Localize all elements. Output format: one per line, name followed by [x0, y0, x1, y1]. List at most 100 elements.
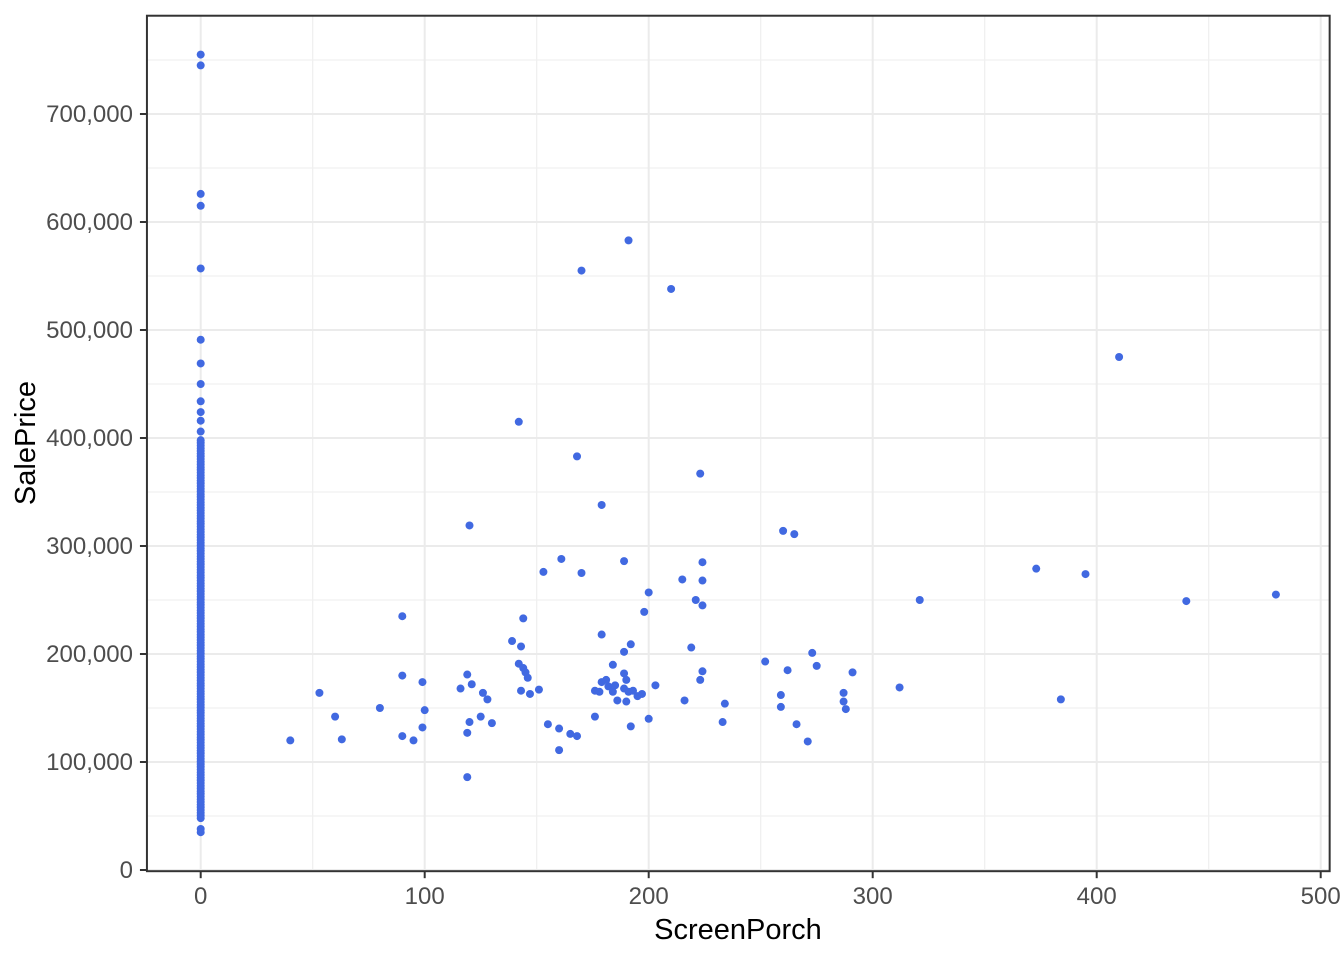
data-point [595, 687, 604, 696]
grid-major [146, 15, 1330, 872]
data-point [196, 201, 205, 210]
data-point [196, 50, 205, 59]
grid-minor [146, 15, 1330, 872]
data-point [517, 686, 526, 695]
data-point [196, 427, 205, 436]
x-tick-label: 500 [1301, 883, 1341, 910]
data-point [779, 526, 788, 535]
data-point [196, 408, 205, 417]
data-point [463, 773, 472, 782]
data-points [196, 50, 1280, 837]
data-point [487, 719, 496, 728]
data-point [577, 569, 586, 577]
data-point [196, 359, 205, 368]
data-point [1081, 570, 1090, 579]
data-point [456, 684, 465, 693]
data-point [915, 596, 924, 604]
data-point [678, 575, 687, 584]
data-point [698, 576, 707, 585]
data-point [624, 236, 633, 245]
data-point [698, 558, 707, 567]
data-point [776, 702, 785, 711]
y-tick-label: 100,000 [46, 749, 133, 776]
data-point [637, 689, 646, 698]
data-point [566, 729, 575, 738]
data-point [555, 746, 564, 755]
data-point [539, 567, 548, 576]
data-point [644, 714, 653, 723]
data-point [608, 660, 617, 669]
data-point [696, 675, 705, 684]
data-point [698, 667, 707, 676]
y-tick-label: 400,000 [46, 425, 133, 452]
data-point [620, 669, 629, 678]
data-point [196, 416, 205, 425]
data-point [196, 380, 205, 388]
data-point [667, 284, 676, 293]
data-point [597, 500, 606, 509]
data-point [525, 689, 534, 698]
data-point [783, 666, 792, 675]
data-point [463, 728, 472, 737]
data-point [508, 637, 517, 646]
data-point [196, 189, 205, 198]
data-point [514, 417, 523, 426]
data-point [420, 706, 429, 715]
data-point [611, 681, 620, 690]
data-point [337, 735, 346, 744]
panel-border [145, 14, 1331, 873]
data-point [620, 557, 629, 566]
data-point [604, 682, 613, 691]
y-tick-label: 200,000 [46, 641, 133, 668]
x-tick-label: 100 [405, 883, 445, 910]
data-point [534, 685, 543, 694]
data-point [839, 697, 848, 706]
data-point [761, 657, 770, 666]
data-point [803, 737, 812, 746]
data-point [577, 266, 586, 275]
data-point [483, 695, 492, 704]
data-point [651, 681, 660, 690]
data-point [418, 723, 427, 732]
data-point [848, 668, 857, 677]
x-tick-label: 0 [194, 883, 207, 910]
data-point [375, 704, 384, 712]
y-tick-label: 0 [120, 857, 133, 884]
data-point [613, 696, 622, 705]
data-point [895, 683, 904, 692]
data-point [478, 688, 487, 697]
data-point [467, 680, 476, 689]
data-point [409, 736, 418, 745]
data-point [465, 521, 474, 530]
data-point [608, 687, 617, 696]
data-point [543, 720, 552, 729]
data-point [1182, 597, 1191, 606]
data-point [629, 686, 638, 695]
data-point [196, 61, 205, 70]
data-point [196, 397, 205, 406]
data-point [698, 601, 707, 610]
data-point [196, 264, 205, 273]
y-axis-title: SalePrice [10, 381, 42, 505]
data-point [696, 469, 705, 478]
data-point [1115, 353, 1124, 361]
data-point [315, 688, 324, 697]
data-point [523, 673, 532, 682]
data-point [555, 724, 564, 733]
data-point [622, 697, 631, 706]
y-tick-label: 300,000 [46, 533, 133, 560]
data-point [398, 612, 407, 621]
data-point [286, 736, 295, 745]
data-point [463, 670, 472, 679]
axis-tick-labels: 0 100 200 300 400 500 0 100,000 200,000 300,000 40… [46, 101, 1341, 910]
data-point [590, 712, 599, 721]
data-point [519, 614, 528, 623]
data-point [644, 588, 653, 597]
x-axis-title: ScreenPorch [654, 914, 822, 946]
data-point [1056, 695, 1065, 704]
data-point [790, 530, 799, 539]
data-point [691, 596, 700, 604]
data-point [687, 643, 696, 652]
